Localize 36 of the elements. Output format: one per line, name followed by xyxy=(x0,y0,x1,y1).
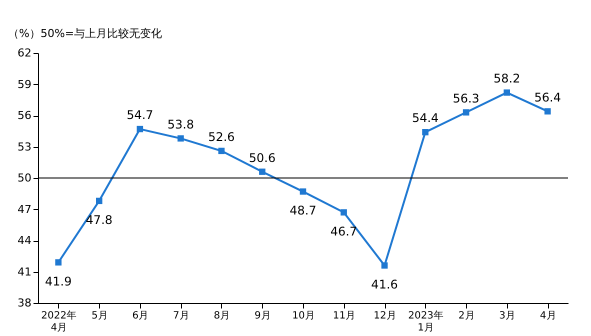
data-label: 46.7 xyxy=(330,224,358,238)
y-tick-label: 47 xyxy=(18,202,32,216)
x-tick-label: 4月 xyxy=(540,310,556,322)
y-tick-label: 44 xyxy=(18,234,32,247)
data-label: 58.2 xyxy=(493,72,520,86)
data-label: 41.9 xyxy=(45,274,72,288)
data-label: 56.3 xyxy=(452,91,480,106)
data-label: 54.4 xyxy=(412,111,439,126)
data-label: 41.6 xyxy=(371,278,398,292)
y-tick-label: 41 xyxy=(18,265,32,278)
data-label: 50.6 xyxy=(248,150,276,165)
x-tick-label: 2022年 4月 xyxy=(41,310,77,334)
data-label: 48.7 xyxy=(290,204,316,218)
x-tick-label: 9月 xyxy=(254,310,271,322)
x-tick-label: 7月 xyxy=(173,310,190,322)
x-tick-label: 3月 xyxy=(499,310,516,322)
data-label: 54.7 xyxy=(126,108,154,122)
x-tick-label: 12月 xyxy=(374,310,396,322)
y-tick-label: 59 xyxy=(18,78,32,91)
x-tick-label: 11月 xyxy=(332,310,356,322)
y-tick-label: 38 xyxy=(18,296,32,310)
text: （%）50%=与上月比较无变化 xyxy=(8,27,162,40)
y-tick-label: 56 xyxy=(18,109,32,122)
y-tick-label: 50 xyxy=(18,172,32,184)
y-tick-label: 62 xyxy=(18,46,32,60)
x-tick-label: 8月 xyxy=(214,310,230,322)
x-tick-label: 2月 xyxy=(458,310,475,322)
x-tick-label: 5月 xyxy=(91,310,108,322)
y-tick-label: 53 xyxy=(18,140,32,154)
data-label: 52.6 xyxy=(208,130,235,144)
data-label: 53.8 xyxy=(167,117,194,132)
x-tick-label: 6月 xyxy=(132,310,149,322)
data-label: 56.4 xyxy=(534,90,561,104)
x-tick-label: 2023年 1月 xyxy=(408,310,444,334)
x-tick-label: 10月 xyxy=(292,310,315,322)
data-label: 47.8 xyxy=(86,212,113,227)
